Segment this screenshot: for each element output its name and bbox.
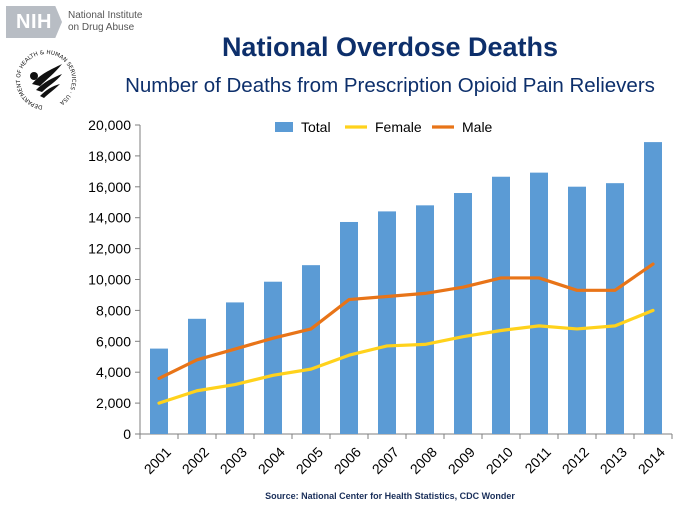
bar-total xyxy=(302,265,320,434)
x-tick-label: 2001 xyxy=(141,444,174,477)
bar-total xyxy=(606,183,624,434)
nih-logo-block: NIH National Institute on Drug Abuse xyxy=(6,6,143,38)
x-tick-label: 2004 xyxy=(255,444,288,477)
bar-total xyxy=(568,186,586,434)
y-tick-label: 2,000 xyxy=(96,395,131,411)
x-tick-label: 2002 xyxy=(179,444,212,477)
nih-logo: NIH xyxy=(6,6,62,38)
x-tick-label: 2011 xyxy=(521,444,554,477)
y-tick-label: 10,000 xyxy=(88,272,131,288)
legend-label-male: Male xyxy=(462,119,493,135)
x-tick-label: 2010 xyxy=(483,444,516,477)
x-tick-label: 2014 xyxy=(635,444,668,477)
y-tick-label: 16,000 xyxy=(88,179,131,195)
y-tick-label: 0 xyxy=(123,426,131,442)
y-tick-label: 12,000 xyxy=(88,241,131,257)
nih-institute-name: National Institute on Drug Abuse xyxy=(68,10,143,34)
x-tick-label: 2005 xyxy=(293,444,326,477)
bar-total xyxy=(644,142,662,434)
bar-total xyxy=(454,193,472,434)
bar-total xyxy=(150,348,168,434)
x-tick-label: 2013 xyxy=(597,444,630,477)
bar-total xyxy=(188,318,206,434)
bar-total xyxy=(492,176,510,434)
y-tick-label: 6,000 xyxy=(96,333,131,349)
y-tick-label: 14,000 xyxy=(88,210,131,226)
series-line-male xyxy=(157,262,655,380)
nih-line1: National Institute xyxy=(68,10,143,21)
source-note: Source: National Center for Health Stati… xyxy=(265,491,515,501)
x-tick-label: 2007 xyxy=(369,444,402,477)
bar-total xyxy=(530,172,548,434)
x-tick-label: 2006 xyxy=(331,444,364,477)
legend-label-total: Total xyxy=(301,119,331,135)
y-tick-label: 18,000 xyxy=(88,148,131,164)
y-tick-label: 20,000 xyxy=(88,117,131,133)
legend-swatch-total xyxy=(275,122,293,132)
bar-total xyxy=(340,221,358,434)
bar-total xyxy=(416,205,434,434)
x-tick-label: 2009 xyxy=(445,444,478,477)
hhs-seal-icon: DEPARTMENT OF HEALTH & HUMAN SERVICES · … xyxy=(16,50,76,110)
y-tick-label: 4,000 xyxy=(96,364,131,380)
bar-total xyxy=(378,211,396,434)
series-line-female xyxy=(157,308,655,405)
y-tick-label: 8,000 xyxy=(96,302,131,318)
chart-subtitle: Number of Deaths from Prescription Opioi… xyxy=(125,74,655,97)
bar-total xyxy=(264,281,282,434)
bar-total xyxy=(226,302,244,434)
x-tick-label: 2008 xyxy=(407,444,440,477)
x-tick-label: 2003 xyxy=(217,444,250,477)
legend-label-female: Female xyxy=(375,119,422,135)
chart-title: National Overdose Deaths xyxy=(221,32,559,62)
x-tick-label: 2012 xyxy=(559,444,592,477)
nih-line2: on Drug Abuse xyxy=(68,22,135,33)
